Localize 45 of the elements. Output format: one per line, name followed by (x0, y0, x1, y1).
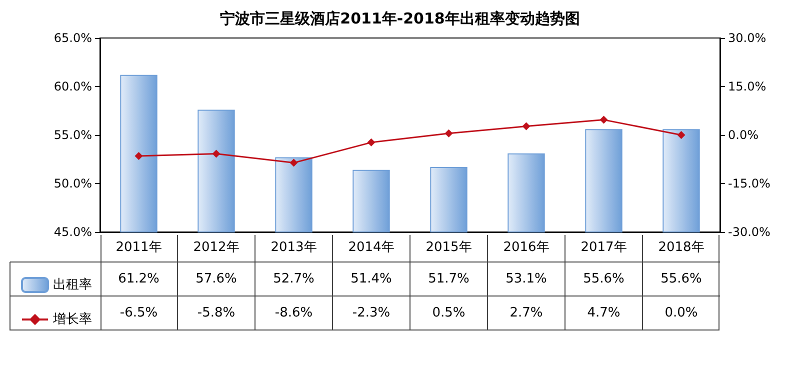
y-tick-label: 45.0% (54, 225, 92, 239)
data-label: 53.1% (506, 272, 547, 286)
y-tick-label: 60.0% (54, 80, 92, 94)
point (600, 116, 608, 124)
legend-label: 增长率 (52, 311, 92, 327)
legend-label: 出租率 (53, 276, 92, 292)
y2-tick-label: 30.0% (728, 31, 766, 45)
data-label: -8.6% (274, 306, 313, 320)
data-label: 52.7% (273, 272, 314, 286)
data-label: 2.7% (510, 306, 543, 320)
point (212, 150, 220, 158)
data-label: 0.5% (432, 306, 466, 320)
y2-tick-label: 15.0% (728, 80, 766, 94)
x-tick-label: 2014年 (348, 240, 394, 255)
point (134, 152, 143, 160)
data-label: -2.3% (352, 306, 390, 320)
x-tick-label: 2017年 (580, 240, 627, 255)
x-tick-label: 2015年 (426, 240, 472, 255)
data-label: 55.6% (660, 272, 702, 286)
x-tick-label: 2012年 (193, 240, 240, 255)
y2-tick-label: 0.0% (728, 128, 758, 142)
data-label: 61.2% (118, 272, 160, 286)
data-label: -5.8% (197, 306, 236, 320)
x-tick-label: 2016年 (503, 240, 550, 255)
y2-tick-label: -30.0% (728, 225, 770, 239)
point (677, 131, 686, 139)
data-label: 57.6% (196, 272, 237, 286)
x-tick-label: 2018年 (658, 240, 704, 255)
data-label: 51.4% (350, 272, 392, 286)
point (367, 138, 376, 146)
y-tick-label: 50.0% (54, 176, 92, 190)
data-label: 0.0% (664, 306, 698, 320)
data-label: 51.7% (428, 272, 470, 286)
point (522, 122, 530, 130)
data-label: 55.6% (583, 272, 624, 286)
y2-tick-label: -15.0% (728, 176, 770, 190)
x-tick-label: 2013年 (270, 240, 317, 255)
x-tick-label: 2011年 (116, 240, 162, 255)
point (444, 129, 453, 138)
chart-title: 宁波市三星级酒店2011年-2018年出租率变动趋势图 (220, 10, 580, 28)
data-label: 4.7% (587, 306, 620, 320)
data-label: -6.5% (120, 306, 158, 320)
y-tick-label: 65.0% (54, 31, 92, 45)
point (290, 158, 298, 167)
y-tick-label: 55.0% (54, 128, 92, 142)
